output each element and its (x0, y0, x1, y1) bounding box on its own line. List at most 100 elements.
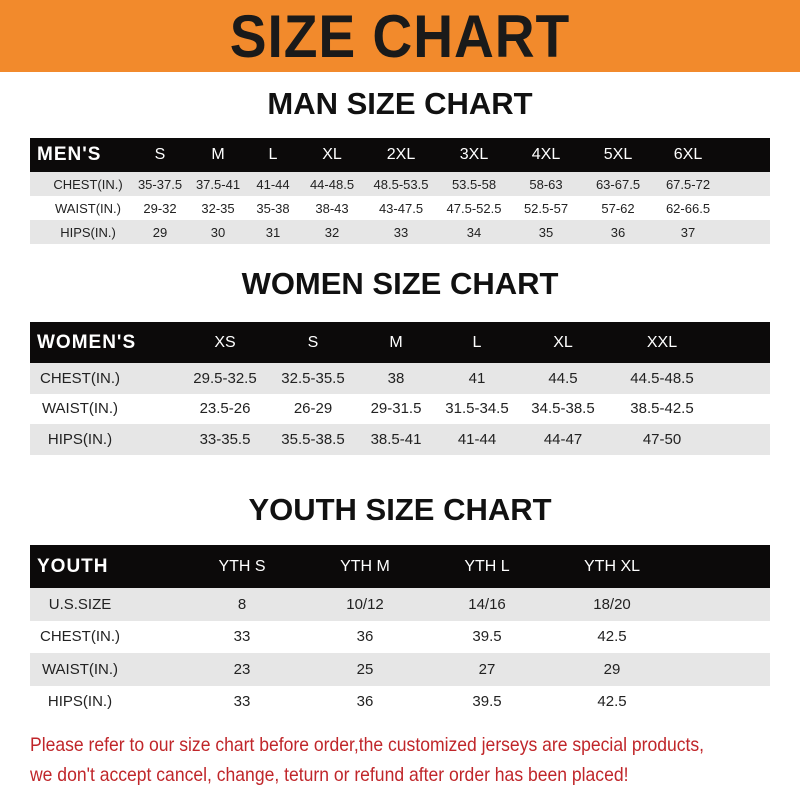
men-header-row: MEN'S S M L XL 2XL 3XL 4XL 5XL 6XL (30, 138, 770, 172)
footer-notice-line-2: we don't accept cancel, change, teturn o… (30, 764, 629, 786)
table-row: WAIST(IN.) 29-32 32-35 35-38 38-43 43-47.5 47.… (30, 196, 770, 220)
table-cell: 53.5-58 (451, 176, 497, 192)
size-header-cell: L (472, 333, 482, 351)
table-cell: 23 (233, 660, 251, 678)
men-section-title: MAN SIZE CHART (267, 86, 533, 121)
size-header-cell: S (154, 146, 166, 163)
table-cell: 38.5-42.5 (630, 400, 694, 418)
table-cell: 30 (210, 224, 226, 240)
table-cell: 33 (393, 224, 409, 240)
table-cell: 36 (356, 693, 374, 711)
table-cell: 23.5-26 (199, 400, 251, 418)
footer-notice-line-1: Please refer to our size chart before or… (30, 734, 705, 756)
table-cell: 18/20 (593, 595, 631, 613)
table-cell: 67.5-72 (665, 176, 711, 192)
table-cell: 44-48.5 (309, 176, 355, 192)
table-row: U.S.SIZE 8 10/12 14/16 18/20 (30, 588, 770, 621)
table-cell: 44.5-48.5 (630, 369, 694, 387)
table-cell: 31.5-34.5 (445, 400, 509, 418)
row-label: HIPS(IN.) (47, 693, 113, 711)
table-row: HIPS(IN.) 33-35.5 35.5-38.5 38.5-41 41-44 44-… (30, 424, 770, 455)
row-label: WAIST(IN.) (41, 400, 119, 418)
table-cell: 47.5-52.5 (446, 200, 502, 216)
table-cell: 41-44 (457, 430, 497, 448)
size-header-cell: M (389, 333, 403, 351)
table-cell: 8 (237, 595, 247, 613)
size-header-cell: 4XL (531, 146, 561, 163)
size-header-cell: 2XL (386, 146, 416, 163)
table-cell: 34.5-38.5 (531, 400, 595, 418)
row-label: HIPS(IN.) (47, 430, 113, 448)
size-header-cell: S (307, 333, 319, 351)
table-row: WAIST(IN.) 23.5-26 26-29 29-31.5 31.5-34.5 34… (30, 393, 770, 424)
table-row: CHEST(IN.) 33 36 39.5 42.5 (30, 620, 770, 653)
table-cell: 43-47.5 (378, 200, 424, 216)
table-row: WAIST(IN.) 23 25 27 29 (30, 653, 770, 686)
youth-header-label: YOUTH (37, 555, 109, 577)
table-cell: 32-35 (201, 200, 235, 216)
table-row: HIPS(IN.) 29 30 31 32 33 34 35 36 37 (30, 220, 770, 244)
table-cell: 35 (538, 224, 554, 240)
table-cell: 41 (468, 369, 486, 387)
banner-title: SIZE CHART (229, 3, 571, 70)
youth-section-title: YOUTH SIZE CHART (248, 492, 552, 527)
table-cell: 29.5-32.5 (193, 369, 257, 387)
youth-header-row: YOUTH YTH S YTH M YTH L YTH XL (30, 545, 770, 588)
table-cell: 48.5-53.5 (373, 176, 429, 192)
table-cell: 33-35.5 (199, 430, 251, 448)
table-row: CHEST(IN.) 35-37.5 37.5-41 41-44 44-48.5 48.5… (30, 172, 770, 196)
table-row: HIPS(IN.) 33 36 39.5 42.5 (30, 685, 770, 718)
size-header-cell: 6XL (673, 146, 703, 163)
size-header-cell: YTH XL (583, 557, 641, 575)
table-cell: 31 (265, 224, 281, 240)
size-header-cell: M (211, 146, 225, 163)
women-header-row: WOMEN'S XS S M L XL XXL (30, 322, 770, 363)
table-cell: 35.5-38.5 (281, 430, 345, 448)
table-cell: 25 (356, 660, 374, 678)
size-header-cell: YTH S (218, 557, 266, 575)
size-header-cell: 5XL (603, 146, 633, 163)
table-cell: 63-67.5 (595, 176, 641, 192)
size-header-cell: L (268, 146, 278, 163)
table-cell: 35-37.5 (137, 176, 183, 192)
table-cell: 52.5-57 (523, 200, 569, 216)
size-header-cell: XL (322, 146, 342, 163)
table-cell: 62-66.5 (665, 200, 711, 216)
table-cell: 14/16 (468, 595, 506, 613)
table-cell: 39.5 (472, 693, 502, 711)
men-header-label: MEN'S (37, 144, 102, 165)
row-label: WAIST(IN.) (55, 200, 121, 216)
table-row: CHEST(IN.) 29.5-32.5 32.5-35.5 38 41 44.5 44.5… (30, 363, 770, 394)
table-cell: 29-32 (143, 200, 177, 216)
table-cell: 37.5-41 (195, 176, 241, 192)
table-cell: 44.5 (548, 369, 578, 387)
table-cell: 35-38 (256, 200, 290, 216)
size-header-cell: YTH L (464, 557, 510, 575)
table-cell: 34 (466, 224, 482, 240)
table-cell: 37 (680, 224, 696, 240)
table-cell: 41-44 (256, 176, 290, 192)
row-label: WAIST(IN.) (41, 660, 119, 678)
table-cell: 32 (324, 224, 340, 240)
table-cell: 36 (610, 224, 626, 240)
women-section-title: WOMEN SIZE CHART (241, 266, 559, 301)
size-header-cell: XL (553, 333, 573, 351)
table-cell: 38-43 (315, 200, 349, 216)
size-header-cell: 3XL (459, 146, 489, 163)
table-cell: 33 (233, 693, 251, 711)
women-header-label: WOMEN'S (37, 331, 137, 353)
size-header-cell: YTH M (340, 557, 390, 575)
table-cell: 27 (478, 660, 496, 678)
table-cell: 39.5 (472, 628, 502, 646)
size-header-cell: XS (214, 333, 236, 351)
row-label: CHEST(IN.) (40, 628, 120, 646)
size-chart-banner: SIZE CHART (0, 0, 800, 72)
row-label: HIPS(IN.) (60, 224, 116, 240)
table-cell: 10/12 (346, 595, 384, 613)
table-cell: 29-31.5 (370, 400, 422, 418)
row-label: CHEST(IN.) (53, 176, 123, 192)
table-cell: 29 (152, 224, 168, 240)
size-header-cell: XXL (646, 333, 678, 351)
table-cell: 58-63 (529, 176, 563, 192)
table-cell: 32.5-35.5 (281, 369, 345, 387)
